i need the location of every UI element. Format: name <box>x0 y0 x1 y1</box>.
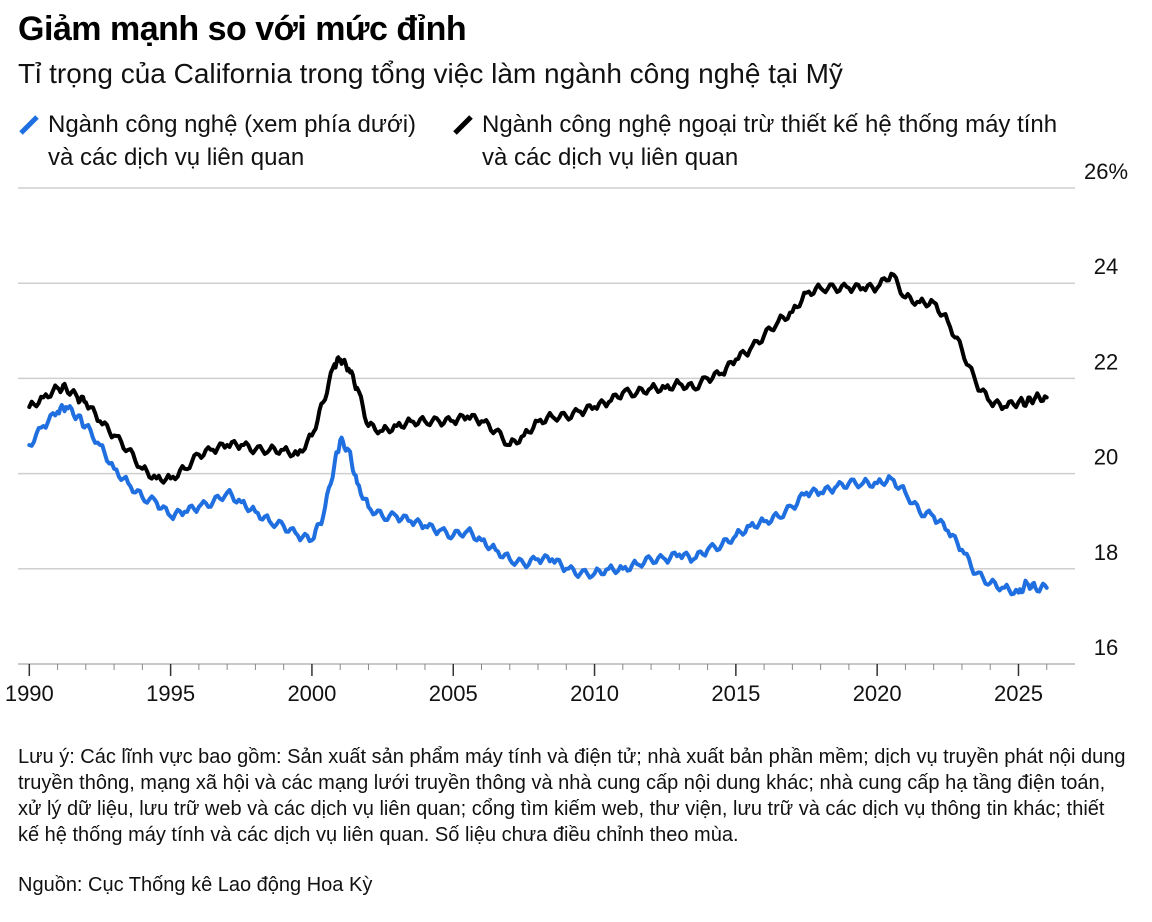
series-line-tech <box>27 403 1049 597</box>
chart-note: Lưu ý: Các lĩnh vực bao gồm: Sản xuất sả… <box>18 746 1126 846</box>
y-tick-label: 16 <box>1094 635 1118 660</box>
series-line-tech-excl <box>27 271 1049 485</box>
chart-title: Giảm mạnh so với mức đỉnh <box>18 10 467 48</box>
y-tick-label: 18 <box>1094 540 1118 565</box>
legend-label-line1: Ngành công nghệ ngoại trừ thiết kế hệ th… <box>482 111 1058 138</box>
x-tick-label: 2020 <box>853 681 902 706</box>
legend-item-tech-excl: Ngành công nghệ ngoại trừ thiết kế hệ th… <box>452 108 1132 174</box>
legend-label-line1: Ngành công nghệ (xem phía dưới) <box>48 111 417 138</box>
x-tick-label: 1990 <box>5 681 54 706</box>
x-tick-label: 2015 <box>711 681 760 706</box>
x-tick-label: 1995 <box>146 681 195 706</box>
x-tick-label: 2005 <box>429 681 478 706</box>
y-tick-label: 26% <box>1084 159 1128 184</box>
slash-line-icon <box>19 115 39 135</box>
y-tick-label: 24 <box>1094 254 1118 279</box>
legend-label-line2: và các dịch vụ liên quan <box>48 144 305 171</box>
slash-line-icon <box>453 115 473 135</box>
x-tick-label: 2025 <box>994 681 1043 706</box>
y-tick-label: 20 <box>1094 445 1118 470</box>
y-tick-label: 22 <box>1094 349 1118 374</box>
x-tick-label: 2000 <box>287 681 336 706</box>
x-tick-label: 2010 <box>570 681 619 706</box>
line-chart: 16 18 20 22 24 26% 1990 1995 2000 2005 2010 2015 202… <box>5 159 1128 706</box>
legend-label-line2: và các dịch vụ liên quan <box>482 144 739 171</box>
chart-subtitle: Tỉ trọng của California trong tổng việc … <box>18 58 843 89</box>
chart-source: Nguồn: Cục Thống kê Lao động Hoa Kỳ <box>18 874 373 896</box>
legend-item-tech: Ngành công nghệ (xem phía dưới) và các d… <box>18 108 438 174</box>
